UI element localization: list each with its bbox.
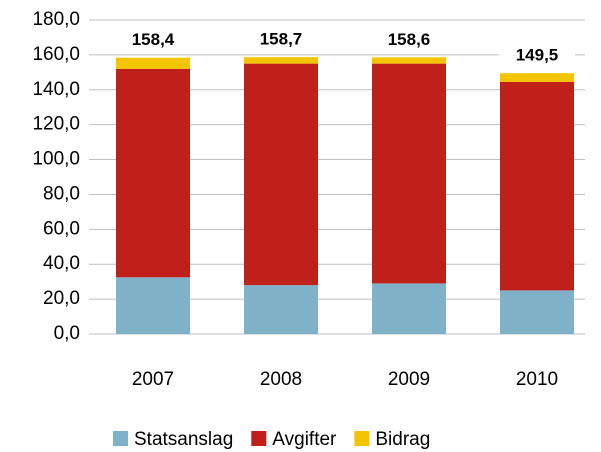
bar-segment	[500, 290, 574, 334]
x-tick-label: 2010	[516, 369, 558, 390]
label-bg	[499, 44, 575, 69]
bar-segment	[372, 63, 446, 284]
bar-segment	[372, 283, 446, 334]
legend-swatch	[113, 431, 128, 446]
bar-segment	[244, 63, 318, 286]
bar-segment	[116, 68, 190, 278]
legend-label: Bidrag	[375, 429, 430, 450]
label-bg	[243, 28, 319, 53]
y-tick-label: 140,0	[32, 79, 80, 100]
bar-segment	[116, 277, 190, 334]
legend-swatch	[251, 431, 267, 446]
bar-segment	[500, 73, 574, 82]
legend-label: Avgifter	[272, 429, 337, 450]
label-bg	[115, 28, 191, 53]
bar-segment	[116, 57, 190, 69]
x-tick-label: 2007	[132, 369, 174, 390]
y-tick-label: 160,0	[32, 44, 80, 65]
label-bg	[371, 28, 447, 53]
x-tick-label: 2009	[388, 369, 430, 390]
y-tick-label: 180,0	[32, 9, 80, 30]
y-tick-label: 80,0	[43, 183, 80, 204]
bar-segment	[372, 57, 446, 64]
legend-label: Statsanslag	[134, 429, 233, 450]
y-tick-label: 20,0	[43, 288, 80, 309]
bar-segment	[244, 285, 318, 334]
total-label: 158,6	[388, 30, 431, 49]
total-label: 149,5	[516, 46, 559, 65]
legend-swatch	[354, 431, 370, 446]
total-label: 158,4	[132, 30, 175, 49]
bar-segment	[500, 81, 574, 291]
y-tick-label: 100,0	[32, 149, 80, 170]
x-tick-label: 2008	[260, 369, 302, 390]
y-tick-label: 60,0	[43, 218, 80, 239]
y-tick-label: 40,0	[43, 253, 80, 274]
total-label: 158,7	[260, 30, 303, 49]
bar-segment	[244, 57, 318, 64]
y-tick-label: 0,0	[54, 323, 80, 344]
y-tick-label: 120,0	[32, 114, 80, 135]
